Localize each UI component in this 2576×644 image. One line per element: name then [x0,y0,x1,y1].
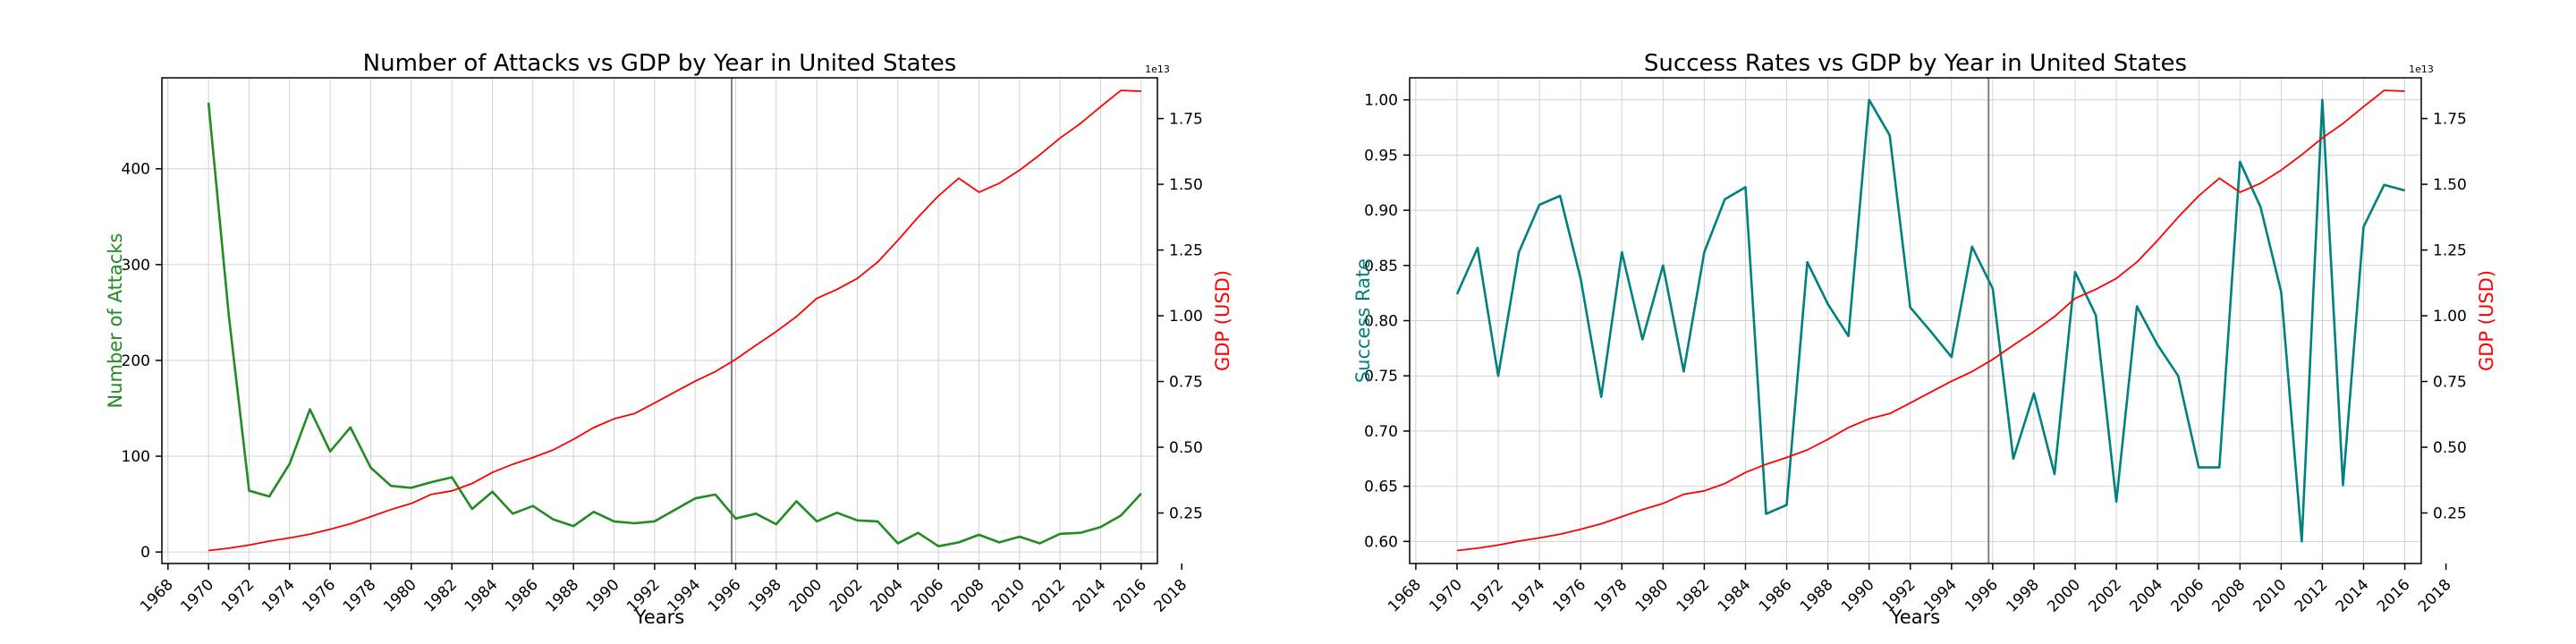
x-tick-label: 1982 [420,576,461,616]
x-tick-label: 1996 [1962,576,2002,616]
y-left-tick-label: 0.65 [1364,479,1398,496]
y-right-tick-label: 0.50 [1169,439,1203,457]
x-tick-label: 1974 [258,576,299,616]
x-tick-label: 1996 [705,576,745,616]
x-tick-label: 1986 [1756,576,1796,616]
y-right-tick-label: 1.50 [2433,176,2467,194]
x-tick-label: 2014 [2333,576,2373,616]
x-tick-label: 2004 [867,576,907,616]
x-tick-label: 1970 [1426,576,1466,616]
x-tick-label: 1978 [1591,576,1631,616]
y-right-tick-label: 1.25 [1169,242,1203,260]
x-tick-label: 2004 [2126,576,2166,616]
x-tick-label: 2006 [907,576,947,616]
y-left-tick-label: 400 [122,161,150,179]
y-right-tick-label: 0.25 [2433,505,2467,523]
y-right-tick-label: 1.25 [2433,242,2467,260]
x-tick-label: 2006 [2168,576,2208,616]
y-left-tick-label: 0 [140,544,150,562]
y-left-tick-label: 0.75 [1364,368,1398,386]
y-left-tick-label: 1.00 [1364,92,1398,110]
x-tick-label: 2002 [2085,576,2125,616]
chart-title: Success Rates vs GDP by Year in United S… [1644,50,2187,77]
x-tick-label: 1990 [1838,576,1878,616]
y-right-tick-label: 1.75 [1169,111,1203,129]
y-right-axis-label: GDP (USD) [2476,270,2497,371]
x-tick-label: 1980 [380,576,420,616]
x-tick-label: 1998 [2003,576,2043,616]
y-right-tick-label: 1.00 [1169,308,1203,326]
x-tick-label: 1988 [1797,576,1837,616]
series-line-right [1456,89,2405,552]
x-tick-label: 2000 [785,576,826,616]
x-tick-label: 1990 [583,576,623,616]
x-tick-label: 1984 [462,576,502,616]
x-tick-label: 1974 [1508,576,1548,616]
x-tick-label: 2002 [826,576,867,616]
y-left-tick-label: 0.90 [1364,202,1398,220]
x-tick-label: 1968 [1385,576,1425,616]
y-right-tick-label: 0.25 [1169,505,1203,523]
y-left-tick-label: 200 [122,352,150,370]
right-axis-offset-text: 1e13 [2409,64,2434,75]
chart-2: 1968 1970 1972 1974 1976 1978 1980 1982 1984 1986… [1352,50,2497,628]
x-axis-label: Years [1890,606,1940,628]
x-axis-label: Years [634,606,684,628]
plot-frame [161,77,1158,564]
y-right-tick-label: 1.50 [1169,176,1203,194]
x-tick-label: 1972 [218,576,258,616]
x-tick-label: 2010 [2250,576,2291,616]
y-right-tick-label: 1.00 [2433,308,2467,326]
x-tick-label: 2018 [1150,576,1191,616]
x-tick-label: 1976 [1549,576,1589,616]
x-tick-label: 1980 [1632,576,1673,616]
x-tick-label: 2010 [988,576,1029,616]
x-tick-label: 1972 [1467,576,1507,616]
y-left-tick-label: 100 [122,448,150,466]
x-tick-label: 1978 [340,576,380,616]
x-tick-label: 2012 [2292,576,2332,616]
series-line-left [207,102,1142,548]
y-left-axis-label: Number of Attacks [105,233,126,409]
y-left-tick-label: 0.60 [1364,533,1398,551]
y-left-tick-label: 300 [122,257,150,275]
x-tick-label: 1968 [137,576,177,616]
y-left-tick-label: 0.95 [1364,147,1398,165]
y-left-tick-label: 0.85 [1364,258,1398,275]
y-left-tick-label: 0.80 [1364,313,1398,331]
y-right-axis-label: GDP (USD) [1212,270,1233,371]
x-tick-label: 1982 [1674,576,1714,616]
x-tick-label: 2008 [948,576,988,616]
x-tick-label: 2018 [2415,576,2455,616]
y-right-tick-label: 0.50 [2433,439,2467,457]
x-tick-label: 2012 [1029,576,1069,616]
right-axis-offset-text: 1e13 [1145,64,1170,75]
x-tick-label: 1970 [177,576,217,616]
x-tick-label: 1988 [542,576,582,616]
x-tick-label: 1986 [502,576,542,616]
y-left-axis-label: Success Rate [1352,258,1374,383]
y-right-tick-label: 0.75 [2433,374,2467,392]
series-line-right [208,89,1141,552]
y-right-tick-label: 0.75 [1169,374,1203,392]
chart-1: 1968 1970 1972 1974 1976 1978 1980 1982 1984 1986… [105,50,1233,628]
x-tick-label: 2016 [1110,576,1150,616]
x-tick-label: 1998 [745,576,785,616]
x-tick-label: 2016 [2374,576,2414,616]
chart-title: Number of Attacks vs GDP by Year in Unit… [363,50,957,77]
x-tick-label: 2014 [1070,576,1110,616]
y-right-tick-label: 1.75 [2433,111,2467,129]
y-left-tick-label: 0.70 [1364,423,1398,441]
x-tick-label: 2008 [2209,576,2250,616]
x-tick-label: 1984 [1715,576,1755,616]
x-tick-label: 2000 [2044,576,2084,616]
series-line-left [1455,98,2405,543]
x-tick-label: 1976 [299,576,339,616]
